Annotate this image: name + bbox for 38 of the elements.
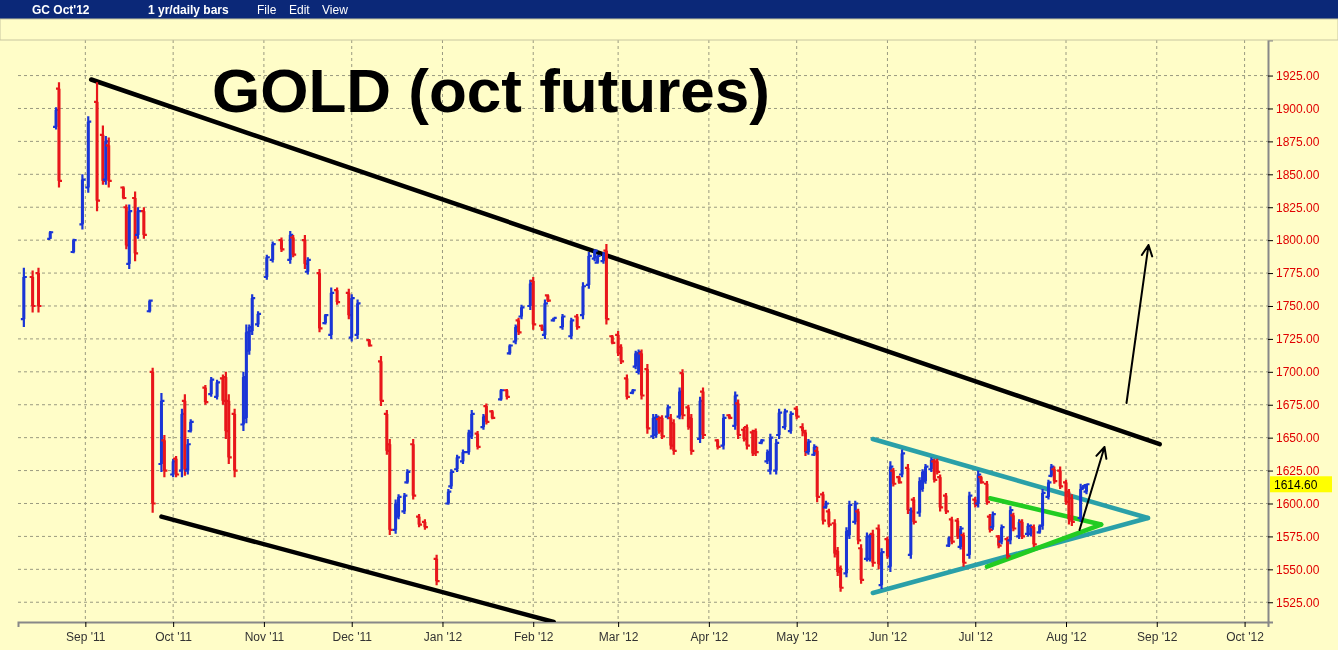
y-tick-label: 1800.00 bbox=[1276, 233, 1320, 248]
y-tick-label: 1650.00 bbox=[1276, 431, 1320, 445]
y-tick-label: 1700.00 bbox=[1276, 365, 1320, 380]
y-tick-label: 1550.00 bbox=[1276, 562, 1320, 577]
x-tick-label: Dec '11 bbox=[332, 629, 373, 644]
text: File bbox=[257, 3, 277, 17]
x-tick-label: Jun '12 bbox=[868, 629, 908, 644]
x-tick-label: Oct '11 bbox=[155, 629, 193, 644]
y-tick-label: 1850.00 bbox=[1276, 167, 1320, 182]
y-tick-label: 1575.00 bbox=[1276, 529, 1320, 544]
y-tick-label: 1600.00 bbox=[1276, 496, 1320, 511]
y-tick-label: 1775.00 bbox=[1276, 266, 1320, 281]
x-tick-label: Jul '12 bbox=[958, 629, 994, 644]
x-tick-label: Sep '11 bbox=[66, 629, 106, 644]
x-tick-label: Aug '12 bbox=[1046, 629, 1087, 644]
y-tick-label: 1525.00 bbox=[1276, 595, 1320, 610]
x-tick-label: Oct '12 bbox=[1226, 629, 1265, 644]
y-tick-label: 1675.00 bbox=[1276, 398, 1320, 413]
x-tick-label: Nov '11 bbox=[244, 629, 285, 644]
text: 1614.60 bbox=[1274, 478, 1318, 493]
x-tick-label: Apr '12 bbox=[690, 629, 729, 644]
text: GC Oct'12 bbox=[32, 3, 90, 17]
y-tick-label: 1925.00 bbox=[1276, 68, 1320, 83]
y-tick-label: 1900.00 bbox=[1276, 101, 1320, 116]
y-tick-label: 1750.00 bbox=[1276, 299, 1320, 314]
x-tick-label: Feb '12 bbox=[513, 629, 554, 644]
text: Edit bbox=[289, 3, 311, 17]
x-tick-label: May '12 bbox=[776, 629, 819, 644]
x-tick-label: Jan '12 bbox=[423, 629, 463, 644]
text: View bbox=[322, 3, 349, 17]
y-tick-label: 1625.00 bbox=[1276, 463, 1320, 478]
y-tick-label: 1875.00 bbox=[1276, 134, 1320, 149]
x-tick-label: Sep '12 bbox=[1137, 629, 1178, 644]
y-tick-label: 1725.00 bbox=[1276, 332, 1320, 347]
chart-title: GOLD (oct futures) bbox=[212, 56, 770, 125]
text: 1 yr/daily bars bbox=[148, 3, 230, 17]
x-tick-label: Mar '12 bbox=[598, 629, 639, 644]
y-tick-label: 1825.00 bbox=[1276, 200, 1320, 215]
